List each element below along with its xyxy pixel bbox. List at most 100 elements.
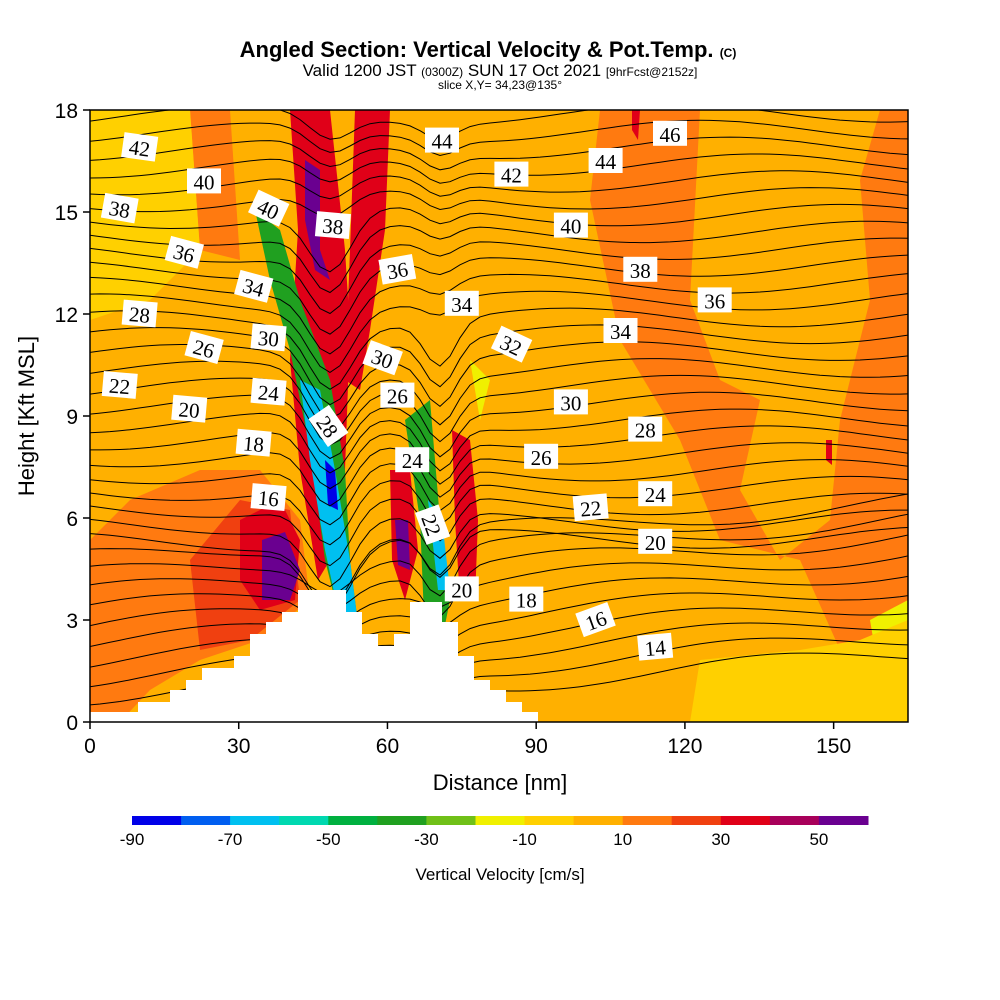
contour-label-10: 22	[101, 370, 138, 399]
contour-label-text: 20	[451, 578, 472, 602]
contour-label-36: 22	[572, 493, 609, 522]
contour-label-box	[628, 416, 663, 442]
contour-label-9: 26	[184, 331, 224, 364]
contour-label-37: 20	[638, 528, 673, 555]
contour-line-12	[90, 492, 908, 567]
colorbar-tick-label-6: 30	[711, 830, 730, 849]
contour-label-box	[121, 299, 158, 328]
contour-label-box	[362, 340, 403, 376]
contour-label-8: 30	[250, 323, 287, 352]
contour-label-box	[395, 447, 430, 473]
contour-line-28	[90, 220, 908, 294]
contour-label-box	[490, 325, 533, 363]
contour-label-box	[250, 323, 287, 352]
contour-label-box	[314, 211, 351, 240]
chart-title: Angled Section: Vertical Velocity & Pot.…	[240, 37, 737, 62]
y-axis: 0 3 6 9 12 15 18	[55, 100, 90, 735]
vv-region-red-spot-upper	[632, 110, 640, 140]
pot-temp-contours	[90, 110, 908, 722]
x-tick-label-3: 90	[525, 735, 548, 758]
vertical-velocity-field	[90, 110, 908, 722]
contour-label-text: 20	[178, 397, 201, 423]
contour-line-15	[90, 442, 908, 507]
contour-line-33	[90, 136, 908, 171]
colorbar-tick-label-5: 10	[613, 830, 632, 849]
contour-line-29	[90, 203, 908, 273]
contour-label-box	[553, 212, 588, 238]
contour-line-17	[90, 408, 908, 474]
contour-line-27	[90, 237, 908, 315]
contour-label-box	[553, 389, 588, 415]
contour-label-box	[494, 161, 529, 187]
contour-label-box	[164, 235, 204, 269]
contour-label-22: 24	[395, 447, 430, 473]
contour-line-34	[90, 119, 908, 157]
contour-label-box	[308, 404, 349, 448]
contour-line-23	[90, 307, 908, 390]
contour-label-7: 28	[121, 299, 158, 328]
contour-line-16	[90, 425, 908, 490]
y-tick-label-2: 6	[66, 508, 78, 531]
contour-label-box	[250, 483, 287, 512]
vv-region-warm-band-right	[590, 110, 908, 722]
contour-label-27: 40	[553, 212, 588, 239]
contour-label-box	[234, 269, 274, 303]
contour-label-text: 42	[501, 164, 522, 188]
contour-label-text: 36	[385, 257, 410, 284]
y-axis-label: Height [Kft MSL]	[14, 336, 39, 496]
contour-label-text: 40	[560, 215, 581, 239]
vv-region-gold-left-edge	[90, 110, 200, 320]
contour-label-11: 24	[250, 377, 287, 406]
colorbar-tick-label-7: 50	[809, 830, 828, 849]
contour-label-box	[187, 168, 221, 194]
colorbar-swatch-5	[377, 816, 427, 825]
contour-line-13	[90, 475, 908, 546]
contour-label-box	[509, 586, 544, 612]
contour-label-text: 24	[645, 483, 667, 507]
x-tick-label-0: 0	[84, 735, 96, 758]
contour-label-box	[171, 394, 208, 423]
contour-line-10	[90, 526, 908, 608]
colorbar: -90 -70 -50 -30 -10 10 30 50	[120, 816, 869, 849]
contour-label-26: 46	[653, 120, 687, 147]
vv-region-gold-lower-right	[690, 620, 908, 722]
colorbar-tick-label-4: -10	[512, 830, 537, 849]
colorbar-swatch-10	[622, 816, 673, 825]
contour-label-text: 18	[242, 431, 265, 457]
contour-label-19: 34	[444, 290, 479, 317]
colorbar-swatch-6	[426, 816, 476, 825]
vv-region-blue-core	[325, 460, 338, 510]
contour-label-text: 36	[704, 289, 725, 313]
contour-label-box	[415, 504, 451, 545]
contour-label-32: 30	[553, 389, 588, 415]
colorbar-title: Vertical Velocity [cm/s]	[415, 865, 584, 884]
colorbar-swatch-12	[720, 816, 771, 825]
contour-label-23: 22	[415, 504, 451, 545]
contour-label-33: 28	[628, 416, 663, 443]
vv-region-purple-plume-right-a	[395, 520, 410, 570]
contour-label-4: 38	[314, 211, 351, 240]
contour-line-5	[90, 575, 908, 640]
colorbar-swatch-4	[328, 816, 378, 825]
contour-label-text: 44	[595, 150, 617, 174]
contour-label-text: 38	[630, 259, 651, 283]
contour-label-text: 30	[560, 391, 581, 415]
contour-line-18	[90, 391, 908, 460]
y-tick-label-5: 15	[55, 202, 78, 225]
contour-label-2: 38	[100, 192, 139, 224]
contour-line-8	[90, 513, 908, 597]
contour-line-21	[90, 341, 908, 420]
colorbar-swatch-0	[132, 816, 182, 825]
contour-label-38: 18	[509, 586, 544, 613]
contour-label-text: 24	[402, 449, 424, 473]
contour-label-box	[184, 331, 224, 364]
colorbar-swatch-2	[230, 816, 280, 825]
contour-line-20	[90, 358, 908, 433]
colorbar-swatch-7	[475, 816, 526, 825]
contour-label-text: 22	[579, 496, 602, 522]
contour-label-box	[444, 290, 479, 316]
contour-line-30	[90, 187, 908, 218]
contour-label-box	[603, 318, 638, 343]
contour-label-35: 24	[638, 481, 673, 507]
